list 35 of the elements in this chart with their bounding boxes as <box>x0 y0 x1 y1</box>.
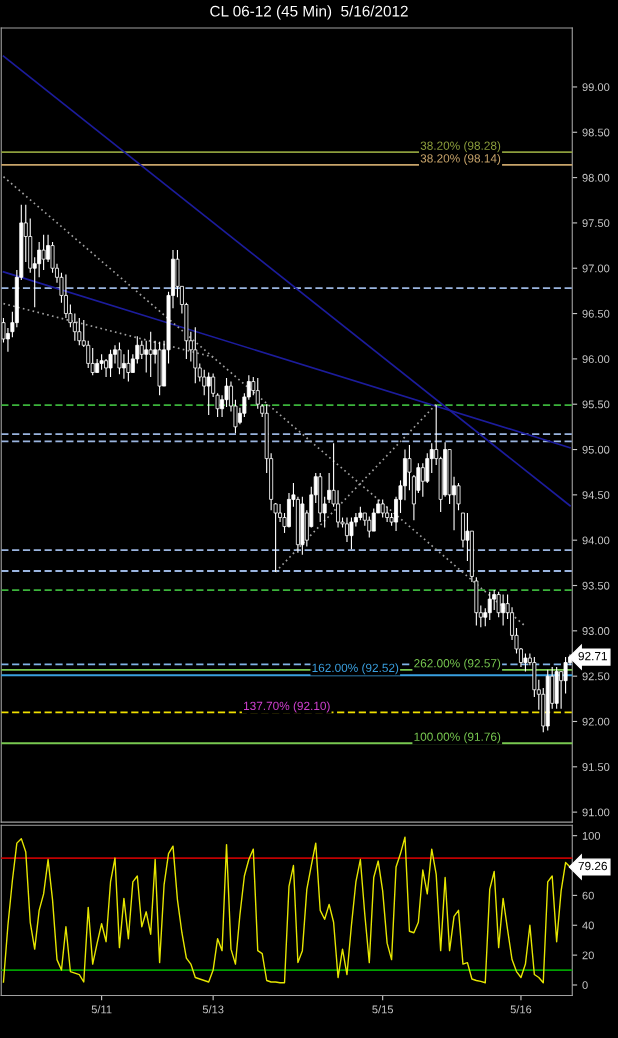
y-tick-label: 96.00 <box>582 355 610 364</box>
ref-line-label: 38.20% (98.28) <box>420 141 501 153</box>
y-tick-label: 92.00 <box>582 717 610 726</box>
y-tick-label: 60 <box>582 891 594 900</box>
ref-line-label: 100.00% (91.76) <box>414 732 501 744</box>
y-tick-label: 97.50 <box>582 219 610 228</box>
y-tick-label: 95.50 <box>582 400 610 409</box>
chart-title: CL 06-12 (45 Min) 5/16/2012 <box>210 5 408 20</box>
y-tick-label: 0 <box>582 981 588 990</box>
y-tick-label: 98.00 <box>582 173 610 182</box>
annotation: 162.00% (92.52) <box>312 663 399 675</box>
y-tick-label: 99.00 <box>582 83 610 92</box>
y-tick-label: 91.00 <box>582 808 610 817</box>
y-tick-label: 40 <box>582 921 594 930</box>
y-tick-label: 100 <box>582 831 601 840</box>
y-tick-label: 91.50 <box>582 763 610 771</box>
y-tick-label: 94.00 <box>582 536 610 545</box>
text: 92.71 <box>578 651 607 661</box>
y-tick-label: 20 <box>582 951 594 960</box>
y-tick-label: 97.00 <box>582 264 610 273</box>
y-tick-label: 95.00 <box>582 445 610 454</box>
y-tick-label: 96.50 <box>582 309 610 318</box>
annotation: 137.70% (92.10) <box>244 701 330 713</box>
ref-line-label: 38.20% (98.14) <box>420 153 501 165</box>
y-tick-label: 92.50 <box>582 672 610 681</box>
x-tick-label: 5/13 <box>202 1005 224 1014</box>
text: 79.26 <box>578 861 607 871</box>
ref-line-label: 262.00% (92.57) <box>414 658 501 670</box>
x-tick-label: 5/15 <box>372 1005 394 1014</box>
x-tick-label: 5/16 <box>510 1005 532 1014</box>
y-tick-label: 94.50 <box>582 491 610 499</box>
y-tick-label: 93.50 <box>582 581 610 590</box>
y-tick-label: 98.50 <box>582 128 610 137</box>
y-tick-label: 93.00 <box>582 627 610 635</box>
x-tick-label: 5/11 <box>91 1005 112 1014</box>
